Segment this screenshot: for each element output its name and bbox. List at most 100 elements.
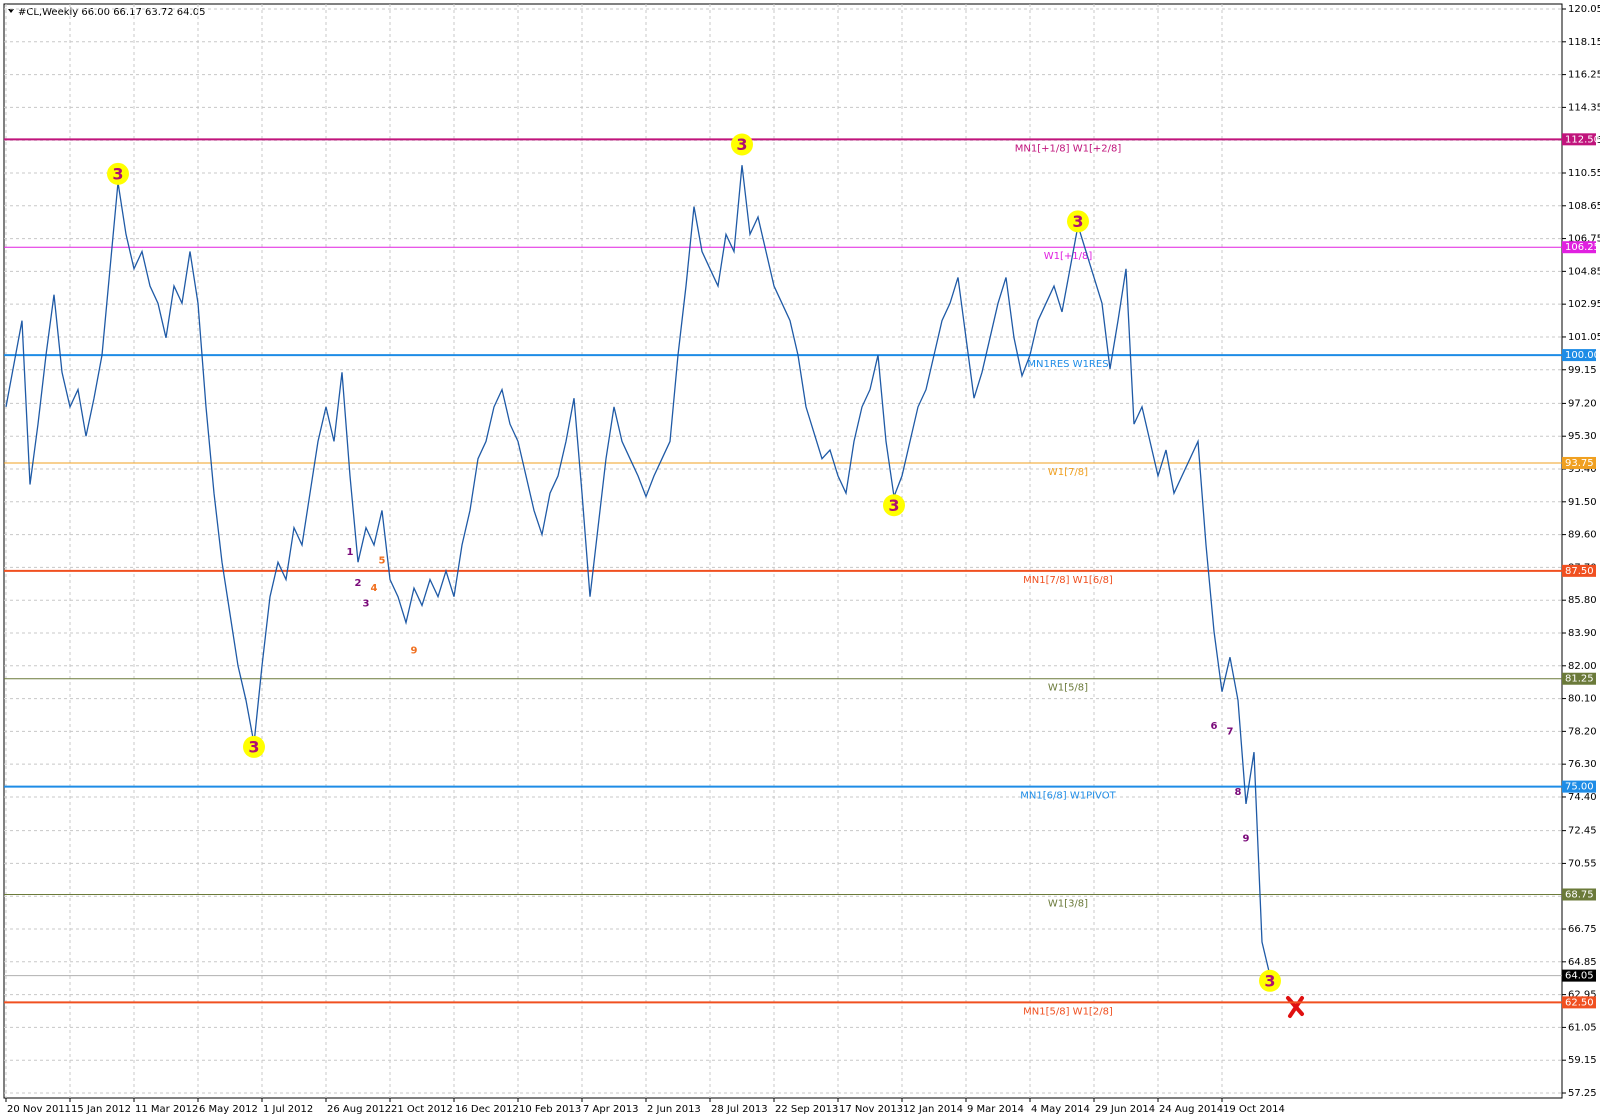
y-tick-label: 76.30: [1568, 759, 1597, 770]
level-name: MN1[6/8] W1PIVOT: [1020, 791, 1116, 802]
level-price-box: [1562, 564, 1596, 577]
level-price-box: [1562, 456, 1596, 469]
y-tick-label: 66.75: [1568, 924, 1597, 935]
wave-label: 3: [1264, 971, 1275, 990]
y-tick-label: 72.45: [1568, 826, 1597, 837]
y-tick-label: 102.95: [1568, 299, 1600, 310]
count-label: 4: [371, 583, 378, 594]
level-name: W1[5/8]: [1048, 683, 1088, 694]
wave-marker: [1067, 210, 1089, 233]
wave-label: 3: [112, 164, 123, 183]
x-tick-label: 1 Jul 2012: [263, 1104, 313, 1115]
x-tick-label: 15 Jan 2012: [71, 1104, 131, 1115]
y-tick-label: 106.75: [1568, 234, 1600, 245]
level-price-box: [1562, 888, 1596, 901]
y-tick-label: 61.05: [1568, 1022, 1597, 1033]
count-label: 7: [1227, 726, 1234, 737]
x-tick-label: 24 Aug 2014: [1159, 1104, 1223, 1115]
x-tick-label: 21 Oct 2012: [391, 1104, 453, 1115]
count-label: 9: [1243, 833, 1250, 844]
level-price-box: [1562, 349, 1596, 362]
wave-label: 3: [888, 496, 899, 515]
y-tick-label: 91.50: [1568, 497, 1597, 508]
wave-marker: [731, 133, 753, 156]
count-label: 9: [411, 645, 418, 656]
y-tick-label: 95.30: [1568, 431, 1597, 442]
x-tick-label: 29 Jun 2014: [1095, 1104, 1155, 1115]
x-tick-label: 10 Feb 2013: [519, 1104, 581, 1115]
y-tick-label: 85.80: [1568, 595, 1597, 606]
y-tick-label: 108.65: [1568, 201, 1600, 212]
y-tick-label: 74.40: [1568, 792, 1597, 803]
level-price-box: [1562, 672, 1596, 685]
wave-marker: [107, 162, 129, 185]
level-price-label: 68.75: [1565, 889, 1594, 900]
y-tick-label: 114.35: [1568, 102, 1600, 113]
level-price-box: [1562, 241, 1596, 254]
x-tick-label: 2 Jun 2013: [647, 1104, 701, 1115]
level-price-label: 93.75: [1565, 458, 1594, 469]
wave-label: 3: [248, 737, 259, 756]
y-tick-label: 99.15: [1568, 365, 1597, 376]
x-tick-label: 7 Apr 2013: [583, 1104, 638, 1115]
y-tick-label: 110.55: [1568, 168, 1600, 179]
y-tick-label: 78.20: [1568, 726, 1597, 737]
x-tick-label: 4 May 2014: [1031, 1104, 1090, 1115]
x-tick-label: 11 Mar 2012: [135, 1104, 198, 1115]
level-name: W1[3/8]: [1048, 898, 1088, 909]
x-tick-label: 6 May 2012: [199, 1104, 258, 1115]
y-tick-label: 83.90: [1568, 628, 1597, 639]
x-tick-label: 12 Jan 2014: [903, 1104, 963, 1115]
level-price-box: [1562, 996, 1596, 1009]
x-tick-label: 17 Nov 2013: [839, 1104, 903, 1115]
y-tick-label: 70.55: [1568, 858, 1597, 869]
y-tick-label: 59.15: [1568, 1055, 1597, 1066]
last-price-label: 64.05: [1565, 971, 1594, 982]
y-tick-label: 89.60: [1568, 530, 1597, 541]
plot-frame: [3, 3, 1563, 1099]
wave-marker: [1259, 969, 1281, 992]
y-tick-label: 57.25: [1568, 1088, 1597, 1099]
level-name: MN1[+1/8] W1[+2/8]: [1015, 143, 1122, 154]
level-price-label: 87.50: [1565, 566, 1594, 577]
level-name: MN1[7/8] W1[6/8]: [1023, 575, 1113, 586]
chart-title: #CL,Weekly 66.00 66.17 63.72 64.05: [18, 7, 205, 18]
y-tick-label: 116.25: [1568, 70, 1600, 81]
level-price-label: 100.00: [1565, 350, 1600, 361]
level-price-label: 81.25: [1565, 674, 1594, 685]
x-tick-label: 22 Sep 2013: [775, 1104, 838, 1115]
price-line: [5, 165, 1271, 976]
red-cross: [1286, 996, 1304, 1018]
y-tick-label: 101.05: [1568, 332, 1600, 343]
x-tick-label: 28 Jul 2013: [711, 1104, 768, 1115]
last-price-box: [1562, 969, 1596, 982]
header-arrow: [8, 9, 14, 13]
y-tick-label: 80.10: [1568, 694, 1597, 705]
level-price-label: 106.25: [1565, 242, 1600, 253]
level-name: MN1[5/8] W1[2/8]: [1023, 1006, 1113, 1017]
y-tick-label: 118.15: [1568, 37, 1600, 48]
x-tick-label: 20 Nov 2011: [7, 1104, 71, 1115]
count-label: 1: [347, 547, 354, 558]
x-tick-label: 16 Dec 2012: [455, 1104, 519, 1115]
level-name: W1[7/8]: [1048, 467, 1088, 478]
x-tick-label: 19 Oct 2014: [1223, 1104, 1285, 1115]
x-tick-label: 26 Aug 2012: [327, 1104, 391, 1115]
y-tick-label: 97.20: [1568, 398, 1597, 409]
level-name: MN1RES W1RES: [1027, 359, 1108, 370]
level-price-box: [1562, 133, 1596, 146]
level-price-label: 112.50: [1565, 134, 1600, 145]
wave-label: 3: [1072, 212, 1083, 231]
y-tick-label: 64.85: [1568, 957, 1597, 968]
count-label: 2: [355, 578, 362, 589]
level-name: W1[+1/8]: [1044, 251, 1093, 262]
y-tick-label: 93.40: [1568, 464, 1597, 475]
cross-mark: [1286, 996, 1304, 1018]
level-price-box: [1562, 780, 1596, 793]
y-tick-label: 62.95: [1568, 990, 1597, 1001]
count-label: 3: [363, 599, 370, 610]
count-label: 5: [379, 555, 386, 566]
wave-marker: [243, 735, 265, 758]
wave-label: 3: [736, 135, 747, 154]
